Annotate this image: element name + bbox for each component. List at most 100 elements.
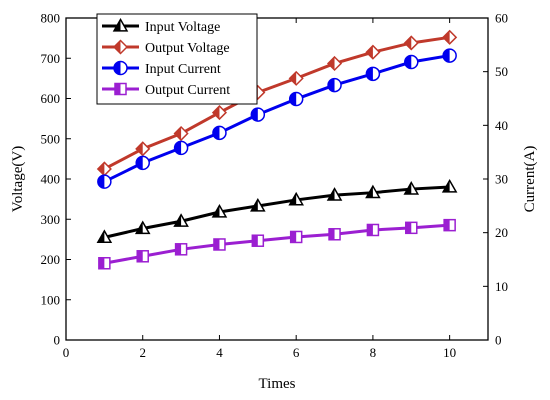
y2-tick-label: 50	[495, 64, 508, 79]
y-tick-label: 700	[41, 51, 61, 66]
data-point-input-current	[288, 91, 304, 107]
legend-label: Input Voltage	[145, 20, 220, 35]
data-point-output-voltage	[173, 125, 189, 142]
marker-fill	[114, 40, 121, 54]
data-point-output-current	[136, 250, 149, 263]
y-tick-label: 200	[41, 252, 61, 267]
x-tick-label: 2	[139, 345, 146, 360]
marker-fill	[175, 243, 182, 255]
marker-fill	[97, 230, 105, 243]
marker-fill	[252, 235, 258, 247]
marker-fill	[444, 219, 450, 231]
data-point-input-voltage	[96, 229, 113, 243]
y2-tick-label: 20	[495, 225, 508, 240]
marker-fill	[98, 257, 105, 269]
data-point-output-voltage	[135, 141, 151, 157]
legend-label: Output Voltage	[145, 41, 230, 56]
y-tick-label: 0	[54, 333, 61, 348]
data-point-output-current	[366, 223, 380, 237]
data-point-input-voltage	[288, 191, 304, 206]
axes: 0 2 4 6 8 10010020030040050060070080001020304…	[41, 11, 509, 361]
legend-swatch-marker	[112, 17, 129, 32]
marker-fill	[405, 222, 412, 234]
marker-fill	[212, 205, 220, 217]
y-axis-title: Voltage(V)	[10, 146, 26, 212]
data-point-output-current	[98, 257, 111, 270]
marker-fill	[174, 141, 182, 155]
marker-fill	[136, 142, 143, 156]
data-point-output-voltage	[365, 44, 381, 60]
data-point-output-voltage	[442, 29, 458, 45]
data-point-input-voltage	[211, 203, 228, 218]
series-line-input-voltage	[104, 185, 450, 239]
data-point-output-voltage	[96, 161, 112, 177]
x-tick-label: 6	[293, 345, 300, 360]
x-tick-label: 4	[216, 345, 223, 360]
data-point-output-current	[251, 234, 265, 247]
data-point-input-current	[327, 77, 342, 93]
marker-fill	[367, 224, 373, 236]
marker-fill	[97, 175, 105, 189]
data-point-output-voltage	[211, 105, 228, 121]
legend-item-output-voltage: Output Voltage	[102, 39, 230, 56]
marker-fill	[404, 36, 412, 50]
marker-fill	[443, 49, 450, 63]
y-tick-label: 800	[41, 11, 61, 26]
data-point-input-voltage	[365, 184, 381, 199]
series-output-current	[98, 218, 456, 270]
y-tick-label: 300	[41, 212, 61, 227]
y-tick-label: 500	[41, 131, 61, 146]
x-tick-label: 0	[63, 345, 70, 360]
data-point-input-current	[365, 66, 381, 82]
marker-fill	[114, 19, 121, 31]
data-point-output-current	[328, 228, 341, 241]
marker-fill	[404, 182, 412, 194]
legend: Input Voltage Output Voltage Input Current…	[96, 13, 258, 105]
legend-item-input-current: Input Current	[102, 60, 221, 77]
series-layer	[96, 29, 458, 270]
data-point-input-current	[173, 140, 189, 156]
data-point-input-voltage	[326, 187, 343, 201]
marker-fill	[136, 156, 143, 170]
y2-tick-label: 60	[495, 11, 508, 26]
legend-item-input-voltage: Input Voltage	[102, 17, 220, 35]
series-input-voltage	[96, 179, 458, 243]
legend-label: Input Current	[145, 62, 221, 77]
legend-swatch-marker	[113, 60, 128, 76]
marker-fill	[212, 106, 220, 120]
x-axis-title: Times	[259, 376, 296, 392]
marker-fill	[114, 61, 121, 75]
marker-fill	[174, 127, 182, 141]
marker-fill	[290, 231, 297, 243]
data-point-output-current	[443, 218, 456, 232]
marker-fill	[251, 108, 258, 122]
marker-fill	[329, 228, 335, 240]
data-point-output-voltage	[288, 70, 304, 86]
data-point-input-voltage	[250, 197, 266, 212]
y2-tick-label: 30	[495, 172, 508, 187]
y2-axis-title: Current(A)	[522, 146, 538, 213]
marker-fill	[97, 162, 105, 176]
y-tick-label: 100	[41, 292, 61, 307]
legend-swatch-marker	[112, 39, 129, 55]
x-tick-label: 10	[443, 345, 456, 360]
marker-fill	[289, 71, 297, 85]
marker-fill	[328, 56, 335, 70]
series-output-voltage	[96, 29, 458, 177]
data-point-input-current	[97, 174, 112, 189]
x-tick-label: 8	[370, 345, 377, 360]
data-point-input-voltage	[173, 213, 189, 227]
marker-fill	[136, 222, 143, 234]
series-line-input-current	[103, 54, 450, 184]
y2-tick-label: 10	[495, 279, 508, 294]
y-tick-label: 400	[41, 172, 61, 187]
y2-tick-label: 0	[495, 333, 502, 348]
marker-fill	[443, 30, 450, 44]
data-point-input-voltage	[134, 220, 151, 235]
data-point-output-voltage	[403, 35, 419, 51]
y2-tick-label: 40	[495, 118, 508, 133]
data-point-input-voltage	[441, 179, 458, 193]
y-tick-label: 600	[41, 91, 61, 106]
series-line-output-current	[104, 223, 450, 265]
data-point-output-voltage	[326, 55, 343, 72]
